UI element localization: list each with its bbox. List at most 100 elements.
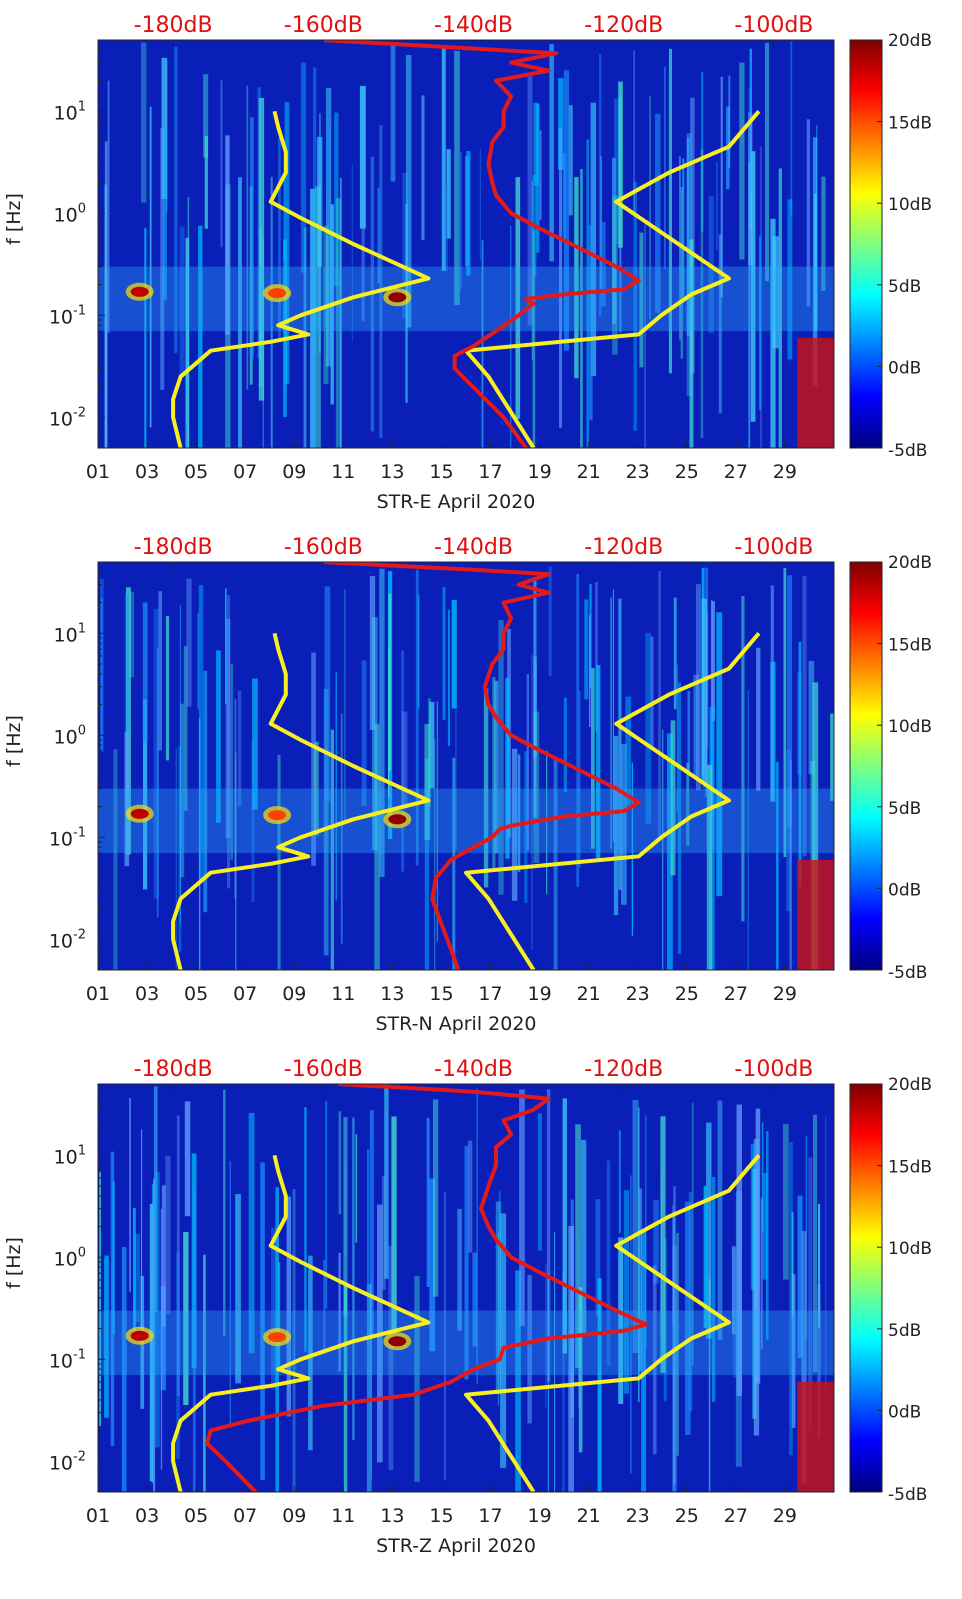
x-tick-label: 13 — [380, 983, 404, 1005]
x-tick-label: 11 — [331, 983, 355, 1005]
x-tick-label: 25 — [675, 461, 699, 483]
y-tick-label: 10-1 — [49, 825, 86, 850]
colorbar-tick-label: 0dB — [888, 358, 921, 378]
panel-E: -180dB -160dB -140dB -120dB -100dB 01 03 05 07 09… — [3, 13, 932, 513]
colorbar-tick-label: 20dB — [888, 31, 932, 51]
y-tick-label: 10-2 — [49, 927, 86, 952]
x-tick-label: 15 — [429, 461, 453, 483]
red-line-E — [323, 40, 641, 448]
colorbar-N: -5dB 0dB 5dB 10dB 15dB 20dB — [849, 553, 932, 983]
x-tick-label: 15 — [429, 1505, 453, 1527]
x-tick-label: 17 — [478, 983, 502, 1005]
x-tick-label: 05 — [184, 983, 208, 1005]
x-tick-label: 29 — [773, 1505, 797, 1527]
top-tick-label: -100dB — [734, 1057, 813, 1082]
x-tick-label: 13 — [380, 461, 404, 483]
top-tick-label: -160dB — [284, 535, 363, 560]
top-tick-label: -160dB — [284, 13, 363, 38]
x-tick-label: 23 — [626, 983, 650, 1005]
x-tick-label: 07 — [233, 461, 257, 483]
x-tick-label: 11 — [331, 1505, 355, 1527]
x-tick-label: 03 — [135, 1505, 159, 1527]
y-tick-label: 100 — [54, 723, 86, 748]
spectrogram-E — [98, 40, 834, 448]
y-tick-label: 101 — [54, 621, 86, 646]
top-tick-label: -140dB — [434, 13, 513, 38]
x-tick-label: 05 — [184, 461, 208, 483]
x-tick-label: 23 — [626, 1505, 650, 1527]
x-tick-label: 23 — [626, 461, 650, 483]
x-tick-label: 17 — [478, 461, 502, 483]
panel-N: -180dB -160dB -140dB -120dB -100dB 01 03 05 07 09… — [3, 535, 932, 1035]
yellow-line-right-N — [464, 632, 761, 970]
panel-Z: -180dB -160dB -140dB -120dB -100dB 01 03 05 07 09… — [3, 1057, 932, 1557]
colorbar-tick-label: -5dB — [888, 963, 927, 983]
x-axis-label: STR-Z April 2020 — [376, 1535, 536, 1557]
colorbar-tick-label: -5dB — [888, 441, 927, 461]
y-tick-label: 101 — [54, 99, 86, 124]
x-tick-label: 27 — [724, 1505, 748, 1527]
x-tick-label: 01 — [86, 983, 110, 1005]
colorbar-tick-label: 10dB — [888, 717, 932, 737]
x-tick-label: 13 — [380, 1505, 404, 1527]
yellow-line-left-Z — [171, 1154, 431, 1492]
colorbar-tick-label: 20dB — [888, 553, 932, 573]
x-tick-label: 15 — [429, 983, 453, 1005]
top-tick-label: -120dB — [584, 1057, 663, 1082]
y-axis-label: f [Hz] — [3, 193, 25, 245]
x-tick-label: 25 — [675, 983, 699, 1005]
colorbar-tick-label: 0dB — [888, 880, 921, 900]
colorbar-tick-label: 15dB — [888, 1158, 932, 1178]
x-tick-label: 25 — [675, 1505, 699, 1527]
x-tick-label: 07 — [233, 983, 257, 1005]
x-tick-label: 09 — [282, 1505, 306, 1527]
top-tick-label: -140dB — [434, 535, 513, 560]
colorbar-tick-label: 10dB — [888, 1239, 932, 1259]
x-tick-label: 21 — [577, 461, 601, 483]
colorbar-tick-label: 5dB — [888, 277, 921, 297]
y-tick-label: 100 — [54, 1245, 86, 1270]
x-tick-label: 01 — [86, 1505, 110, 1527]
yellow-line-right-Z — [464, 1154, 761, 1492]
x-tick-label: 01 — [86, 461, 110, 483]
spectrogram-Z — [98, 1084, 834, 1492]
top-tick-label: -160dB — [284, 1057, 363, 1082]
colorbar-tick-label: 0dB — [888, 1402, 921, 1422]
x-tick-label: 19 — [528, 461, 552, 483]
y-axis-label: f [Hz] — [3, 715, 25, 767]
x-tick-label: 27 — [724, 983, 748, 1005]
y-axis-label: f [Hz] — [3, 1237, 25, 1289]
x-tick-label: 09 — [282, 461, 306, 483]
colorbar-tick-label: 5dB — [888, 1321, 921, 1341]
yellow-line-left-E — [171, 110, 431, 448]
top-tick-label: -180dB — [134, 13, 213, 38]
top-tick-label: -180dB — [134, 535, 213, 560]
colorbar-E: -5dB 0dB 5dB 10dB 15dB 20dB — [849, 31, 932, 461]
colorbar-tick-label: -5dB — [888, 1485, 927, 1505]
colorbar-tick-label: 20dB — [888, 1075, 932, 1095]
x-axis-label: STR-N April 2020 — [375, 1013, 536, 1035]
x-axis-label: STR-E April 2020 — [377, 491, 536, 513]
x-tick-label: 21 — [577, 983, 601, 1005]
x-tick-label: 03 — [135, 461, 159, 483]
x-tick-label: 29 — [773, 461, 797, 483]
x-tick-label: 07 — [233, 1505, 257, 1527]
y-tick-label: 10-2 — [49, 405, 86, 430]
red-line-N — [323, 562, 641, 970]
x-tick-label: 19 — [528, 1505, 552, 1527]
x-tick-label: 05 — [184, 1505, 208, 1527]
top-tick-label: -120dB — [584, 13, 663, 38]
y-tick-label: 101 — [54, 1143, 86, 1168]
yellow-line-right-E — [464, 110, 761, 448]
yellow-line-left-N — [171, 632, 431, 970]
x-tick-label: 19 — [528, 983, 552, 1005]
y-tick-label: 10-1 — [49, 1347, 86, 1372]
x-tick-label: 11 — [331, 461, 355, 483]
x-tick-label: 09 — [282, 983, 306, 1005]
x-tick-label: 03 — [135, 983, 159, 1005]
top-tick-label: -100dB — [734, 535, 813, 560]
red-line-Z — [204, 1084, 649, 1492]
x-tick-label: 29 — [773, 983, 797, 1005]
top-tick-label: -140dB — [434, 1057, 513, 1082]
